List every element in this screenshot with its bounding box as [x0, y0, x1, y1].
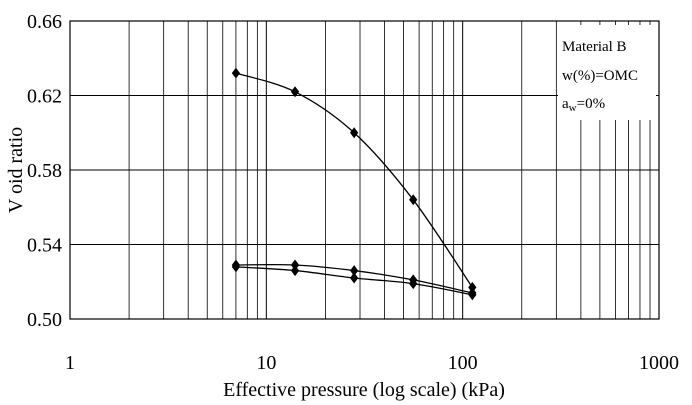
data-point-marker — [290, 86, 300, 98]
data-point-marker — [231, 261, 241, 273]
y-tick-label: 0.66 — [27, 11, 62, 33]
data-point-marker — [468, 281, 477, 293]
data-point-marker — [468, 289, 477, 301]
y-tick-label: 0.50 — [27, 309, 62, 331]
annotation-box: Material B w(%)=OMC aw=0% — [558, 25, 656, 120]
x-tick-label: 1000 — [639, 352, 679, 374]
y-tick-label: 0.58 — [27, 160, 62, 182]
data-point-marker — [409, 278, 418, 290]
annotation-aw-main: a — [562, 96, 569, 112]
y-axis-label: V oid ratio — [5, 127, 27, 213]
annotation-water-content: w(%)=OMC — [562, 68, 638, 84]
data-point-marker — [231, 67, 241, 79]
x-tick-label: 100 — [448, 352, 478, 374]
data-point-marker — [290, 265, 300, 277]
data-point-marker — [350, 265, 359, 277]
data-point-marker — [409, 194, 418, 206]
annotation-aw-value: =0% — [577, 96, 605, 112]
data-point-marker — [350, 272, 359, 284]
x-tick-label: 1 — [65, 352, 75, 374]
annotation-aw-sub: w — [569, 102, 577, 114]
annotation-aw: aw=0% — [562, 96, 605, 114]
data-point-marker — [350, 127, 359, 139]
series-line-1 — [235, 72, 473, 288]
annotation-box-background — [558, 25, 656, 120]
plot-frame — [69, 20, 660, 320]
x-tick-label: 10 — [256, 352, 276, 374]
x-axis-label: Effective pressure (log scale) (kPa) — [223, 379, 505, 401]
annotation-material: Material B — [562, 39, 627, 55]
y-tick-label: 0.62 — [27, 86, 62, 108]
data-point-marker — [290, 259, 300, 271]
data-series — [231, 67, 477, 301]
y-tick-labels: 0.50 0.54 0.58 0.62 0.66 — [27, 11, 62, 331]
y-tick-label: 0.54 — [27, 235, 62, 257]
x-tick-labels: 1 10 100 1000 — [65, 352, 679, 374]
